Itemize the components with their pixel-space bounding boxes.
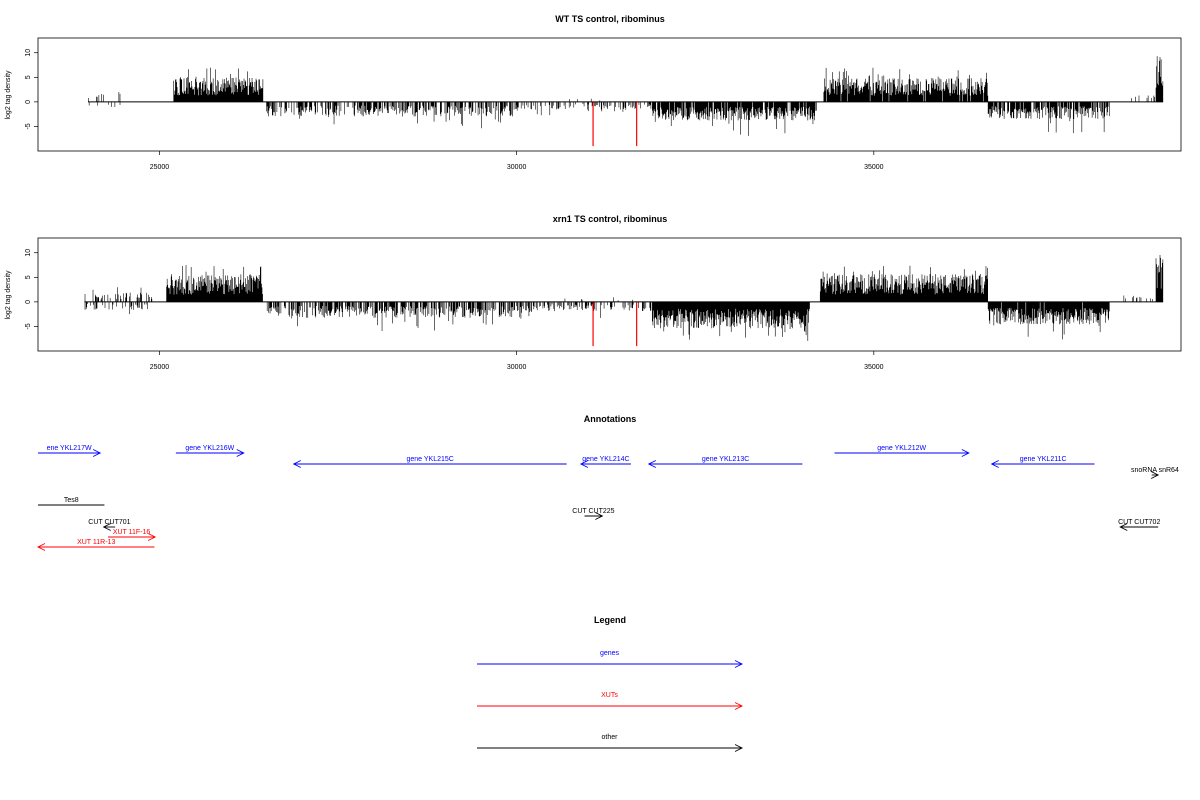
wt-signal-bars <box>88 56 1164 147</box>
feature-ene-ykl217w: ene YKL217W <box>38 445 102 457</box>
xrn1-y-axis-label: log2 tag density <box>5 270 12 320</box>
wt-track-panel: WT TS control, ribominus log2 tag densit… <box>5 14 1182 171</box>
y-tick-label: -5 <box>25 123 32 129</box>
feature-snorna-snr64: snoRNA snR64 <box>1131 467 1179 479</box>
xrn1-axes: -5 0 5 10 25000 30000 35000 <box>25 249 884 371</box>
annotation-features: ene YKL217W gene YKL216W gene YKL215C gene … <box>36 445 1179 551</box>
y-tick-label: 0 <box>25 100 32 104</box>
y-tick-label: -5 <box>25 323 32 329</box>
feature-gene-ykl211c: gene YKL211C <box>990 456 1095 468</box>
feature-label: CUT CUT701 <box>88 519 130 526</box>
feature-label: CUT CUT225 <box>572 508 614 515</box>
legend-item-xuts: XUTs <box>477 692 744 710</box>
legend-items: genes XUTs other <box>477 650 744 752</box>
feature-cut-cut225: CUT CUT225 <box>572 508 615 520</box>
feature-label: gene YKL211C <box>1020 456 1067 463</box>
feature-label: gene YKL215C <box>407 456 454 463</box>
y-tick-label: 10 <box>25 249 32 257</box>
legend-label: other <box>602 734 619 741</box>
feature-label: ene YKL217W <box>47 445 92 452</box>
feature-gene-ykl213c: gene YKL213C <box>647 456 803 468</box>
xrn1-signal-bars <box>84 254 1164 347</box>
feature-cut-cut701: CUT CUT701 <box>88 519 131 531</box>
xrn1-track-panel: xrn1 TS control, ribominus log2 tag dens… <box>5 214 1182 371</box>
signal-bars <box>84 254 1164 341</box>
feature-label: Tes8 <box>64 497 79 504</box>
legend-item-other: other <box>477 734 744 752</box>
annotations-panel: Annotations ene YKL217W gene YKL216W gene … <box>36 414 1179 551</box>
feature-label: gene YKL212W <box>877 445 926 452</box>
x-tick-label: 35000 <box>864 364 884 371</box>
feature-cut-cut702: CUT CUT702 <box>1118 519 1160 531</box>
feature-label: gene YKL214C <box>582 456 629 463</box>
x-tick-label: 25000 <box>150 164 170 171</box>
x-tick-label: 25000 <box>150 364 170 371</box>
feature-label: XUT 11F-16 <box>113 529 151 536</box>
feature-gene-ykl212w: gene YKL212W <box>834 445 970 457</box>
feature-label: CUT CUT702 <box>1118 519 1160 526</box>
y-tick-label: 0 <box>25 300 32 304</box>
feature-gene-ykl215c: gene YKL215C <box>292 456 567 468</box>
x-tick-label: 30000 <box>507 364 527 371</box>
legend-label: genes <box>600 650 620 657</box>
feature-xut-11f-16: XUT 11F-16 <box>108 529 157 541</box>
feature-label: gene YKL216W <box>185 445 234 452</box>
legend-item-genes: genes <box>477 650 744 668</box>
wt-axes: -5 0 5 10 25000 30000 35000 <box>25 49 884 171</box>
wt-plot-frame <box>37 37 1182 152</box>
xrn1-track-title: xrn1 TS control, ribominus <box>553 214 668 224</box>
y-tick-label: 5 <box>25 275 32 279</box>
feature-xut-11r-13: XUT 11R-13 <box>36 539 155 551</box>
x-tick-label: 35000 <box>864 164 884 171</box>
feature-gene-ykl216w: gene YKL216W <box>175 445 245 457</box>
wt-y-axis-label: log2 tag density <box>5 70 12 120</box>
signal-bars <box>88 56 1164 136</box>
legend-panel: Legend genes XUTs other <box>477 615 744 752</box>
y-tick-label: 5 <box>25 75 32 79</box>
wt-track-title: WT TS control, ribominus <box>555 14 665 24</box>
feature-tes8: Tes8 <box>38 497 105 506</box>
x-tick-label: 30000 <box>507 164 527 171</box>
feature-gene-ykl214c: gene YKL214C <box>579 456 631 468</box>
annotations-title: Annotations <box>584 414 637 424</box>
legend-title: Legend <box>594 615 626 625</box>
feature-label: gene YKL213C <box>702 456 749 463</box>
feature-label: snoRNA snR64 <box>1131 467 1179 474</box>
y-tick-label: 10 <box>25 49 32 57</box>
legend-label: XUTs <box>601 692 618 699</box>
xrn1-plot-frame <box>37 237 1182 352</box>
feature-label: XUT 11R-13 <box>77 539 115 546</box>
